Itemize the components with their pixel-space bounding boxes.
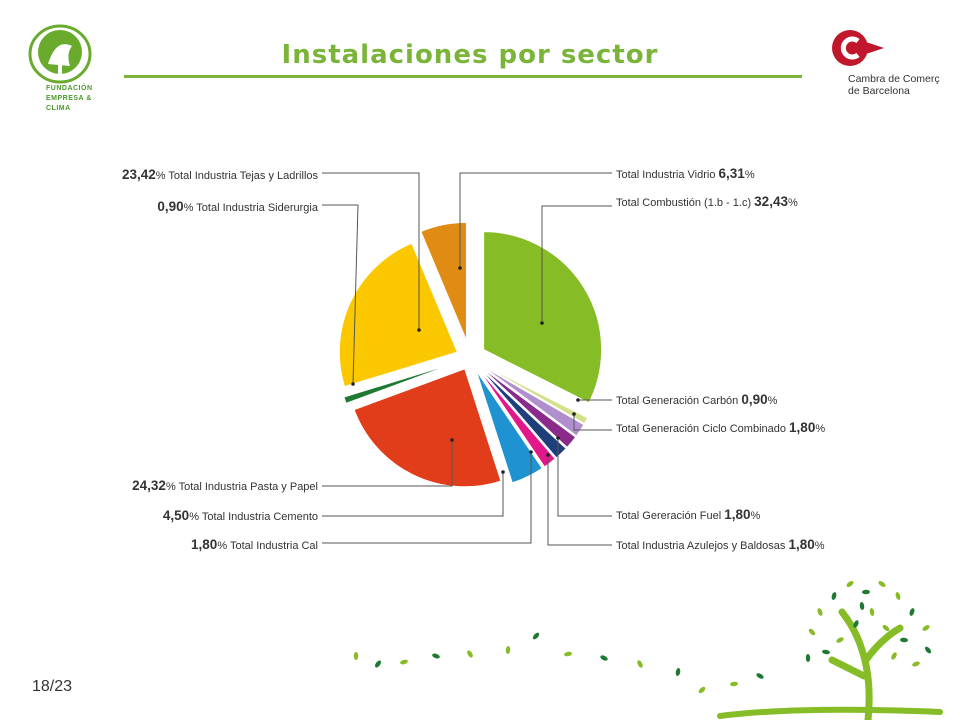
cambra-logo: Cambra de Comerç de Barcelona — [828, 28, 948, 108]
leader-line — [322, 452, 532, 544]
slice-label: 4,50% Total Industria Cemento — [163, 508, 318, 523]
cambra-name: Cambra de Comerç de Barcelona — [848, 73, 940, 97]
page-number: 18/23 — [32, 678, 73, 695]
cambra-c-icon — [832, 30, 884, 66]
leader-dot — [556, 436, 560, 440]
leader-line — [547, 455, 612, 546]
leader-line — [322, 172, 420, 330]
leader-line — [322, 440, 453, 487]
slice-label: Total Industria Vidrio 6,31% — [616, 166, 755, 181]
cambra-line-2: de Barcelona — [848, 85, 910, 97]
leader-dot — [450, 438, 454, 442]
fundacion-logo: FUNDACIÓN EMPRESA & CLIMA — [26, 24, 136, 124]
leader-dot — [351, 382, 355, 386]
pie-slice — [480, 366, 577, 449]
leader-line — [573, 414, 612, 431]
slice-label: Total Combustión (1.b - 1.c) 32,43% — [616, 194, 798, 209]
org-line-1: FUNDACIÓN — [46, 85, 93, 92]
pie-slice — [343, 362, 457, 405]
tree-logo-icon — [28, 24, 92, 84]
slice-label: Total Generación Ciclo Combinado 1,80% — [616, 420, 825, 435]
leader-dot — [501, 470, 505, 474]
leader-dot — [546, 453, 550, 457]
leader-line — [322, 204, 359, 385]
slice-label: 23,42% Total Industria Tejas y Ladrillos — [122, 167, 319, 182]
leader-dot — [458, 266, 462, 270]
pie-slice — [478, 368, 556, 468]
slice-label: Total Industria Azulejos y Baldosas 1,80… — [616, 537, 825, 552]
leader-line — [322, 472, 504, 517]
org-name: FUNDACIÓN EMPRESA & CLIMA — [46, 84, 93, 114]
pie-slice — [483, 231, 603, 404]
org-line-3: CLIMA — [46, 105, 71, 112]
slice-label: 1,80% Total Industria Cal — [191, 537, 318, 552]
pie-slice — [353, 368, 502, 488]
leader-dot — [529, 450, 533, 454]
leader-dot — [576, 398, 580, 402]
pie-slices — [338, 221, 603, 488]
slice-label: 0,90% Total Industria Siderurgia — [157, 199, 318, 214]
title-underline — [124, 75, 802, 78]
leader-line — [459, 172, 612, 268]
leader-lines — [322, 172, 612, 546]
slice-label: 24,32% Total Industria Pasta y Papel — [132, 478, 318, 493]
leader-dot — [540, 321, 544, 325]
org-line-2: EMPRESA & — [46, 95, 92, 102]
slice-labels: Total Combustión (1.b - 1.c) 32,43% Total… — [122, 166, 825, 552]
leader-line — [541, 205, 612, 323]
cambra-line-1: Cambra de Comerç — [848, 73, 940, 85]
slice-label: Total Gereración Fuel 1,80% — [616, 507, 761, 522]
pie-slice — [420, 221, 467, 341]
page-title: Instalaciones por sector — [281, 40, 659, 70]
pie-slice — [479, 367, 567, 459]
leader-dot — [417, 328, 421, 332]
pie-slice — [338, 242, 458, 388]
leader-line — [557, 438, 612, 517]
pie-slice — [475, 370, 543, 484]
leader-dot — [572, 412, 576, 416]
slice-label: Total Generación Carbón 0,90% — [616, 392, 778, 407]
pie-slice — [482, 364, 589, 425]
